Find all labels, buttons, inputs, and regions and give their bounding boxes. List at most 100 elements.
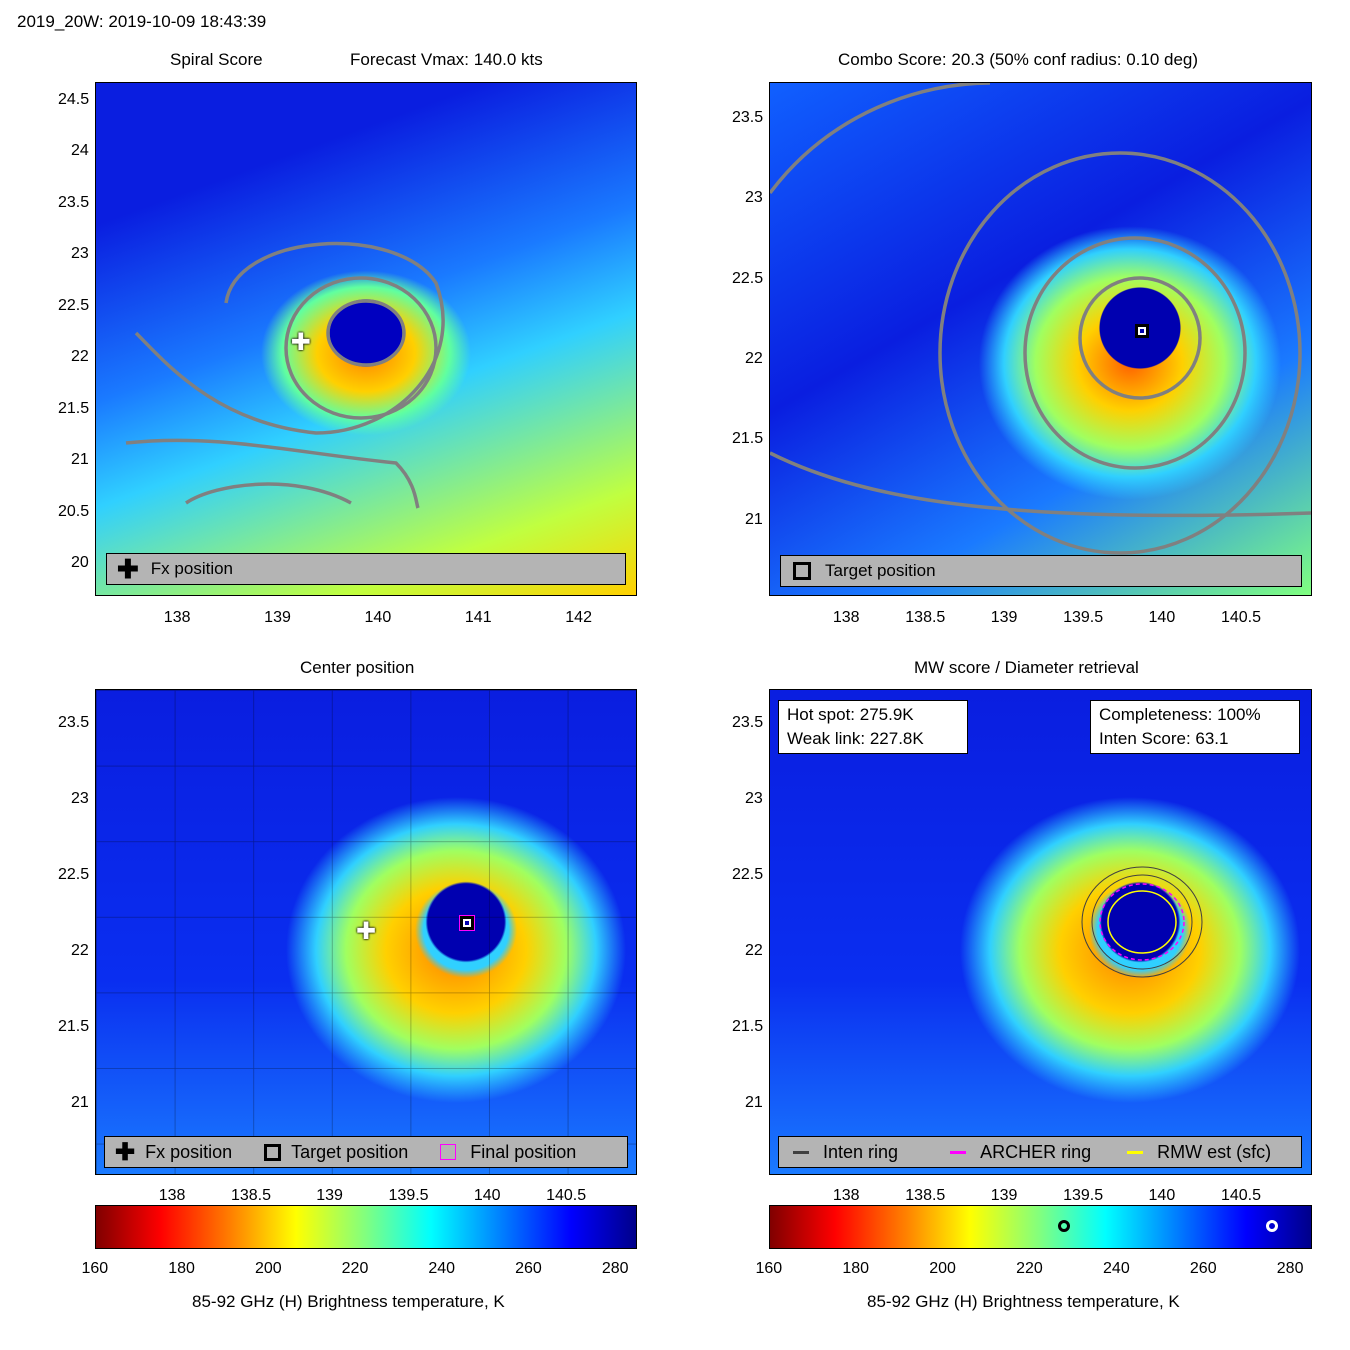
plus-icon: ✚	[115, 1138, 136, 1166]
y-tick-label: 21	[71, 451, 89, 469]
inten-ring	[1091, 874, 1193, 970]
colorbar-tick-label: 160	[755, 1260, 783, 1277]
hot-spot-text: Hot spot: 275.9K	[787, 705, 914, 724]
combo-score-panel: Target position	[769, 82, 1312, 596]
y-tick-label: 23	[745, 789, 763, 807]
y-tick-label: 23.5	[58, 193, 90, 211]
combo-title: Combo Score: 20.3 (50% conf radius: 0.10…	[838, 50, 1199, 69]
figure-title: 2019_20W: 2019-10-09 18:43:39	[17, 12, 267, 31]
archer-ring	[1099, 883, 1185, 961]
y-tick-label: 21.5	[732, 1017, 764, 1035]
colorbar-tick-label: 240	[428, 1260, 456, 1277]
x-tick-label: 138	[158, 1187, 186, 1204]
y-tick-label: 23	[71, 245, 89, 263]
spiral-title: Spiral Score	[170, 50, 263, 69]
colorbar-label: 85-92 GHz (H) Brightness temperature, K	[867, 1292, 1180, 1311]
weak-link-marker	[1057, 1220, 1070, 1232]
y-tick-label: 23	[71, 789, 89, 807]
grid-lines	[96, 690, 636, 1174]
final-position-marker	[458, 914, 475, 931]
legend-target: Target position	[825, 561, 936, 580]
inten-ring	[1081, 866, 1203, 978]
y-tick-label: 21.5	[58, 1017, 90, 1035]
y-tick-label: 21	[71, 1093, 89, 1111]
x-tick-label: 139.5	[1063, 609, 1104, 626]
y-tick-label: 22.5	[732, 269, 764, 287]
legend-fx: Fx position	[150, 559, 233, 578]
y-tick-label: 22.5	[58, 296, 90, 314]
y-tick-label: 22	[745, 349, 763, 367]
inten-score-text: Inten Score: 63.1	[1099, 729, 1229, 748]
y-tick-label: 23	[745, 189, 763, 207]
y-tick-label: 21.5	[732, 430, 764, 448]
rmw-swatch	[1127, 1150, 1144, 1154]
x-tick-label: 142	[565, 609, 592, 626]
y-tick-label: 24	[71, 142, 89, 160]
fx-position-marker: ✚	[356, 918, 377, 945]
inten-ring-swatch	[793, 1150, 809, 1154]
weak-link-text: Weak link: 227.8K	[787, 729, 924, 748]
target-position-marker	[459, 915, 474, 930]
y-tick-label: 22	[745, 941, 763, 959]
colorbar-tick-label: 220	[341, 1260, 369, 1277]
hotspot-info: Hot spot: 275.9K Weak link: 227.8K	[778, 700, 968, 754]
colorbar	[769, 1205, 1312, 1249]
x-tick-label: 138.5	[905, 609, 946, 626]
center-position-panel: ✚ Fx position Target position Final posi…	[95, 689, 637, 1175]
archer-ring-swatch	[950, 1150, 967, 1154]
y-tick-label: 22	[71, 348, 89, 366]
y-tick-label: 23.5	[732, 713, 764, 731]
legend-archer: ARCHER ring	[980, 1141, 1092, 1162]
hot-spot-marker	[1266, 1220, 1279, 1232]
colorbar-tick-label: 280	[1276, 1260, 1304, 1277]
x-tick-label: 138	[832, 1187, 860, 1204]
rmw-ring	[1107, 890, 1177, 954]
y-tick-label: 24.5	[58, 90, 90, 108]
magenta-square-icon	[440, 1144, 457, 1160]
y-tick-label: 20.5	[58, 502, 90, 520]
vmax-title: Forecast Vmax: 140.0 kts	[350, 50, 543, 69]
colorbar	[95, 1205, 637, 1249]
mw-score-panel: Hot spot: 275.9K Weak link: 227.8K Compl…	[769, 689, 1312, 1175]
y-tick-label: 22.5	[732, 865, 764, 883]
completeness-text: Completeness: 100%	[1099, 705, 1261, 724]
contour-lines	[125, 241, 445, 509]
y-tick-label: 21.5	[58, 399, 90, 417]
y-tick-label: 22.5	[58, 865, 90, 883]
rings	[1081, 866, 1203, 978]
target-position-marker	[1134, 323, 1149, 338]
y-tick-label: 22	[71, 941, 89, 959]
x-tick-label: 138	[832, 609, 860, 626]
x-tick-label: 141	[464, 609, 492, 626]
x-tick-label: 140.5	[1220, 609, 1261, 626]
colorbar-tick-label: 260	[1189, 1260, 1217, 1277]
y-tick-label: 23.5	[58, 713, 90, 731]
x-tick-label: 139.5	[388, 1187, 429, 1204]
colorbar-tick-label: 200	[254, 1260, 282, 1277]
mw-title: MW score / Diameter retrieval	[914, 658, 1139, 677]
y-tick-label: 21	[745, 510, 763, 528]
legend: ✚ Fx position	[106, 553, 626, 585]
x-tick-label: 139	[990, 1187, 1018, 1204]
y-tick-label: 21	[745, 1093, 763, 1111]
x-tick-label: 139	[990, 609, 1018, 626]
colorbar-tick-label: 200	[929, 1260, 956, 1277]
score-info: Completeness: 100% Inten Score: 63.1	[1090, 700, 1300, 754]
legend: ✚ Fx position Target position Final posi…	[104, 1136, 628, 1168]
square-icon	[264, 1143, 282, 1161]
spiral-score-panel: ✚ Fx position	[95, 82, 637, 596]
legend: Target position	[780, 555, 1302, 587]
plus-icon: ✚	[117, 553, 139, 584]
x-tick-label: 138.5	[230, 1187, 272, 1204]
x-tick-label: 138.5	[905, 1187, 946, 1204]
legend-target: Target position	[291, 1141, 409, 1162]
x-tick-label: 138	[163, 609, 191, 626]
x-tick-label: 140	[364, 609, 392, 626]
colorbar-tick-label: 180	[168, 1260, 195, 1277]
center-title: Center position	[300, 658, 415, 677]
y-tick-label: 23.5	[732, 108, 764, 126]
x-tick-label: 140	[1148, 1187, 1176, 1204]
colorbar-tick-label: 180	[842, 1260, 870, 1277]
colorbar-tick-label: 240	[1103, 1260, 1130, 1277]
colorbar-tick-label: 280	[601, 1260, 629, 1277]
